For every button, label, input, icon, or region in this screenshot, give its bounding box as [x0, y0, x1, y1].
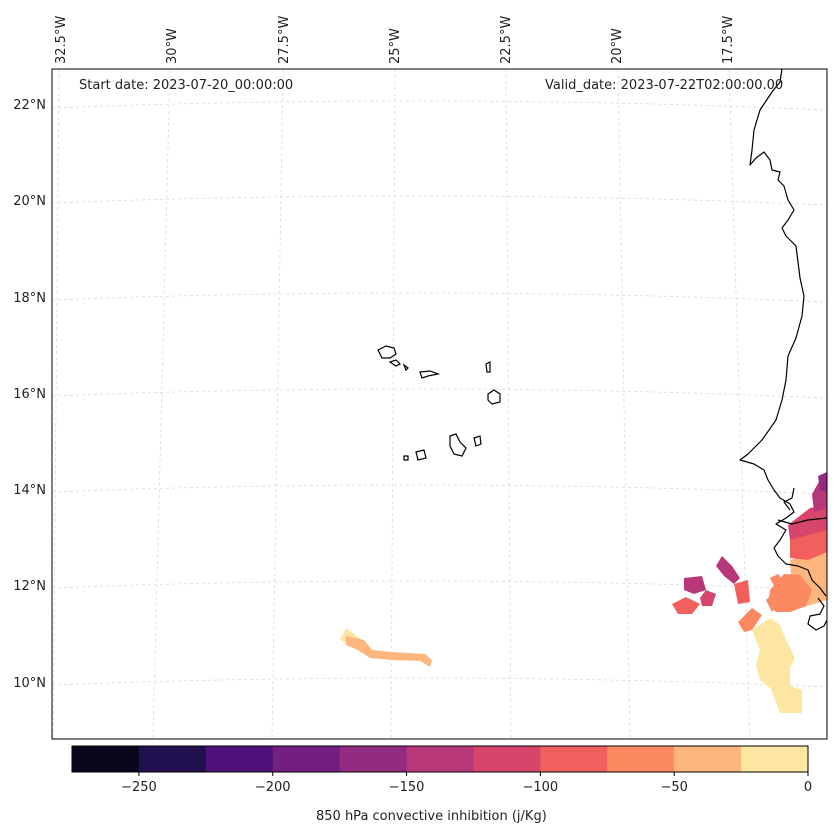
colorbar-tick-label: 0: [803, 780, 813, 795]
gambia-river: [777, 517, 828, 525]
start-date-label: Start date: 2023-07-20_00:00:00: [79, 78, 294, 93]
cin-field-patch: [818, 472, 827, 492]
colorbar-swatch: [607, 746, 675, 772]
lon-label: 25°W: [388, 28, 403, 64]
island-sao-vicente: [388, 359, 402, 367]
parallel-10n: [51, 677, 828, 688]
cin-field-patch: [672, 597, 700, 614]
africa-coastline-lower: [807, 597, 828, 631]
africa-coastline: [739, 68, 827, 597]
colorbar-swatch: [473, 746, 541, 772]
lon-label: 22.5°W: [499, 15, 514, 64]
cape-verde-islands: [377, 345, 501, 461]
parallel-12n: [51, 580, 828, 591]
lon-label: 20°W: [610, 28, 625, 64]
cin-field-patch: [752, 618, 802, 713]
island-sao-nicolau: [419, 370, 441, 379]
valid-date-label: Valid_date: 2023-07-22T02:00:00.00: [545, 78, 784, 93]
cin-field-patch: [738, 608, 762, 632]
lat-label: 18°N: [13, 291, 46, 306]
colorbar-swatch: [540, 746, 608, 772]
cin-field-patch: [788, 505, 827, 540]
meridian-30w: [152, 68, 171, 740]
colorbar-tick-label: −100: [522, 780, 559, 795]
meridian-27-5w: [271, 68, 284, 740]
island-santiago: [449, 433, 467, 457]
lon-label: 17.5°W: [721, 15, 736, 64]
colorbar-tick-label: −150: [388, 780, 425, 795]
colorbar-swatch: [72, 746, 140, 772]
meridian-25w: [390, 68, 396, 740]
parallel-14n: [51, 484, 828, 495]
meridian-22-5w: [505, 68, 512, 740]
lat-label: 10°N: [13, 676, 46, 691]
cin-field-ocean-band: [340, 628, 432, 667]
map-frame: [51, 68, 828, 740]
colorbar-frame: [71, 745, 809, 773]
cin-field-patch: [716, 556, 740, 584]
colorbar-swatch: [138, 746, 207, 772]
meridian-20w: [617, 68, 631, 740]
map-background: [52, 69, 827, 739]
cin-field-patch: [700, 590, 716, 606]
cin-field-patch: [734, 580, 750, 604]
colorbar-title: 850 hPa convective inhibition (j/Kg): [316, 809, 547, 824]
cin-field-patch: [346, 636, 432, 667]
lat-label: 22°N: [13, 98, 46, 113]
colorbar: [72, 746, 809, 772]
lon-label: 32.5°W: [54, 15, 69, 64]
cin-field-patch: [770, 574, 784, 590]
island-santo-antao: [377, 345, 397, 359]
colorbar-swatch: [205, 746, 274, 772]
lon-label: 27.5°W: [277, 15, 292, 64]
lat-label: 20°N: [13, 194, 46, 209]
colorbar-swatch: [741, 746, 809, 772]
island-fogo: [415, 449, 427, 461]
cin-field-coastal: [672, 472, 827, 713]
island-sal: [485, 361, 491, 373]
colorbar-swatch: [674, 746, 742, 772]
lat-label: 12°N: [13, 579, 46, 594]
meridian-32-5w: [52, 68, 60, 740]
lon-label: 30°W: [165, 28, 180, 64]
colorbar-swatch: [339, 746, 408, 772]
island-brava: [403, 455, 409, 461]
island-boa-vista: [487, 389, 501, 405]
colorbar-swatch: [272, 746, 341, 772]
colorbar-tick-label: −200: [254, 780, 291, 795]
lat-label: 16°N: [13, 387, 46, 402]
cin-field-patch: [766, 590, 782, 612]
parallel-18n: [51, 292, 828, 303]
colorbar-tick-label: −50: [660, 780, 688, 795]
colorbar-swatch: [406, 746, 474, 772]
parallel-20n: [51, 195, 828, 206]
coastlines: [739, 68, 828, 631]
island-santa-luzia: [402, 363, 409, 372]
island-maio: [473, 435, 482, 447]
parallel-16n: [51, 388, 828, 399]
parallel-22n: [51, 100, 828, 111]
cin-field-patch: [684, 576, 706, 594]
colorbar-tick-label: −250: [121, 780, 157, 795]
country-border: [783, 487, 795, 511]
colorbar-ticks: [138, 772, 809, 776]
lat-label: 14°N: [13, 483, 46, 498]
